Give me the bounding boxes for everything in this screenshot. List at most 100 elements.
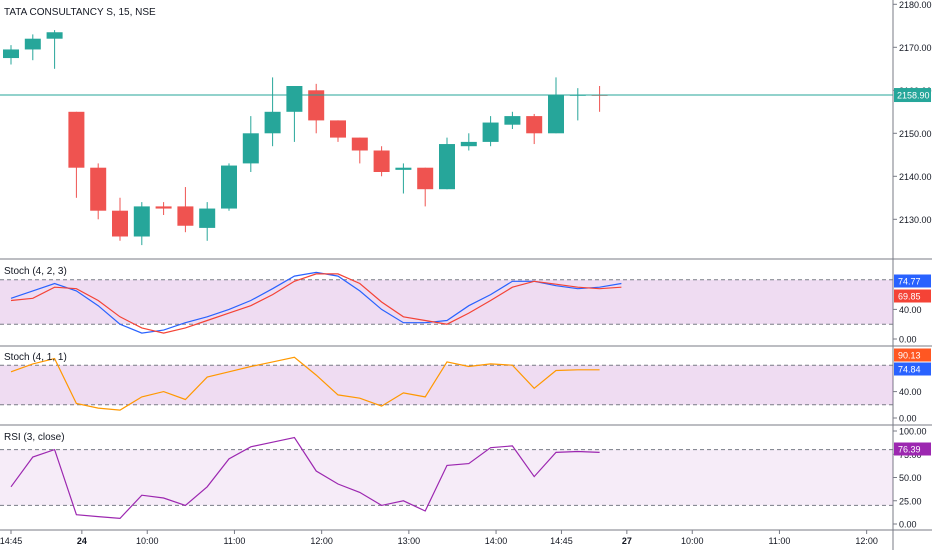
stoch2-d-value-badge: 74.84 bbox=[898, 365, 921, 375]
oscillator-band bbox=[0, 365, 893, 405]
candle bbox=[591, 86, 608, 112]
time-tick-label: 24 bbox=[77, 536, 87, 546]
time-tick-label: 14:00 bbox=[485, 536, 508, 546]
time-tick-label: 12:00 bbox=[310, 536, 333, 546]
stoch-k-value-badge: 74.77 bbox=[898, 277, 921, 287]
series-line bbox=[10, 271, 622, 334]
osc-tick-label: 100.00 bbox=[899, 427, 927, 437]
candle-body bbox=[46, 32, 63, 39]
price-tick-label: 2140.00 bbox=[899, 172, 932, 182]
rsi-title: RSI (3, close) bbox=[4, 432, 65, 443]
series-line bbox=[10, 356, 600, 411]
candle-body bbox=[177, 206, 194, 226]
candle bbox=[68, 111, 85, 198]
time-tick-label: 10:00 bbox=[136, 536, 159, 546]
candle-body bbox=[351, 137, 368, 151]
symbol-title: TATA CONSULTANCY S, 15, NSE bbox=[4, 7, 156, 18]
candle bbox=[24, 34, 41, 61]
candle-body bbox=[460, 141, 477, 147]
candle bbox=[199, 202, 216, 241]
series-line bbox=[10, 273, 622, 334]
candle bbox=[460, 133, 477, 151]
candle-body bbox=[504, 116, 521, 125]
candle-body bbox=[90, 167, 107, 211]
candle-body bbox=[112, 210, 128, 237]
time-tick-label: 11:00 bbox=[769, 536, 791, 546]
stoch2-k-value-badge: 90.13 bbox=[898, 351, 921, 361]
candle bbox=[482, 116, 499, 147]
candle-body bbox=[133, 206, 150, 237]
stoch-d-value-badge-bg bbox=[894, 289, 931, 303]
candle bbox=[373, 146, 390, 177]
candle bbox=[90, 163, 107, 220]
candle-body bbox=[330, 120, 346, 138]
time-tick-label: 12:00 bbox=[855, 536, 878, 546]
price-tick-label: 2150.00 bbox=[899, 129, 932, 139]
candle-body bbox=[242, 133, 259, 164]
time-tick-label: 27 bbox=[622, 536, 632, 546]
candle-body bbox=[526, 116, 543, 134]
price-tick-label: 2180.00 bbox=[899, 0, 932, 10]
time-tick-label: 10:00 bbox=[681, 536, 704, 546]
last-price-badge bbox=[894, 88, 931, 103]
candle-body bbox=[373, 150, 390, 172]
time-tick-label: 14:45 bbox=[0, 536, 22, 546]
stoch2-k-value-badge-bg bbox=[894, 348, 931, 362]
candle bbox=[439, 137, 455, 190]
osc-tick-label: 0.00 bbox=[899, 335, 917, 345]
stoch-k-value-badge-bg bbox=[894, 274, 931, 288]
candle-body bbox=[155, 206, 172, 209]
last-price-label: 2158.90 bbox=[897, 91, 930, 101]
oscillator-band bbox=[0, 279, 893, 325]
candle bbox=[308, 83, 325, 134]
candle-body bbox=[308, 90, 325, 121]
price-tick-label: 2170.00 bbox=[899, 43, 932, 53]
candle bbox=[351, 137, 368, 164]
stoch-4-1-1-title: Stoch (4, 1, 1) bbox=[4, 352, 67, 363]
candle bbox=[569, 88, 586, 121]
osc-tick-label: 25.00 bbox=[899, 496, 922, 506]
candle-body bbox=[264, 111, 281, 134]
candle-body bbox=[439, 144, 455, 190]
stoch-4-2-3-title: Stoch (4, 2, 3) bbox=[4, 266, 67, 277]
rsi-value-badge: 76.39 bbox=[898, 445, 921, 455]
candle bbox=[330, 120, 346, 142]
candle-body bbox=[548, 94, 564, 134]
candle bbox=[155, 202, 172, 215]
candle-body bbox=[3, 49, 19, 59]
osc-tick-label: 50.00 bbox=[899, 473, 922, 483]
osc-tick-label: 0.00 bbox=[899, 520, 917, 530]
stoch2-d-value-badge-bg bbox=[894, 362, 931, 376]
candle bbox=[286, 86, 303, 142]
candle bbox=[395, 163, 412, 194]
series-line bbox=[10, 436, 600, 520]
candle-body bbox=[68, 111, 85, 168]
stoch-d-value-badge: 69.85 bbox=[898, 292, 921, 302]
time-tick-label: 14:45 bbox=[550, 536, 573, 546]
candle-body bbox=[482, 122, 499, 142]
time-tick-label: 11:00 bbox=[224, 536, 246, 546]
candle-body bbox=[24, 38, 41, 50]
candle bbox=[264, 77, 281, 147]
candle bbox=[504, 111, 521, 129]
candle-body bbox=[199, 208, 216, 228]
candle bbox=[177, 187, 194, 233]
osc-tick-label: 40.00 bbox=[899, 305, 922, 315]
candle bbox=[3, 45, 19, 65]
candle bbox=[548, 77, 564, 134]
osc-tick-label: 40.00 bbox=[899, 387, 922, 397]
osc-tick-label: 0.00 bbox=[899, 414, 917, 424]
candle bbox=[417, 167, 434, 207]
candle bbox=[242, 116, 259, 172]
rsi-value-badge-bg bbox=[894, 442, 931, 456]
candle bbox=[221, 163, 237, 211]
candle-body bbox=[221, 165, 237, 209]
candle bbox=[46, 30, 63, 69]
candle-body bbox=[286, 86, 303, 112]
candle bbox=[133, 202, 150, 246]
price-tick-label: 2130.00 bbox=[899, 215, 932, 225]
oscillator-band bbox=[0, 449, 893, 506]
candle-body bbox=[395, 167, 412, 170]
